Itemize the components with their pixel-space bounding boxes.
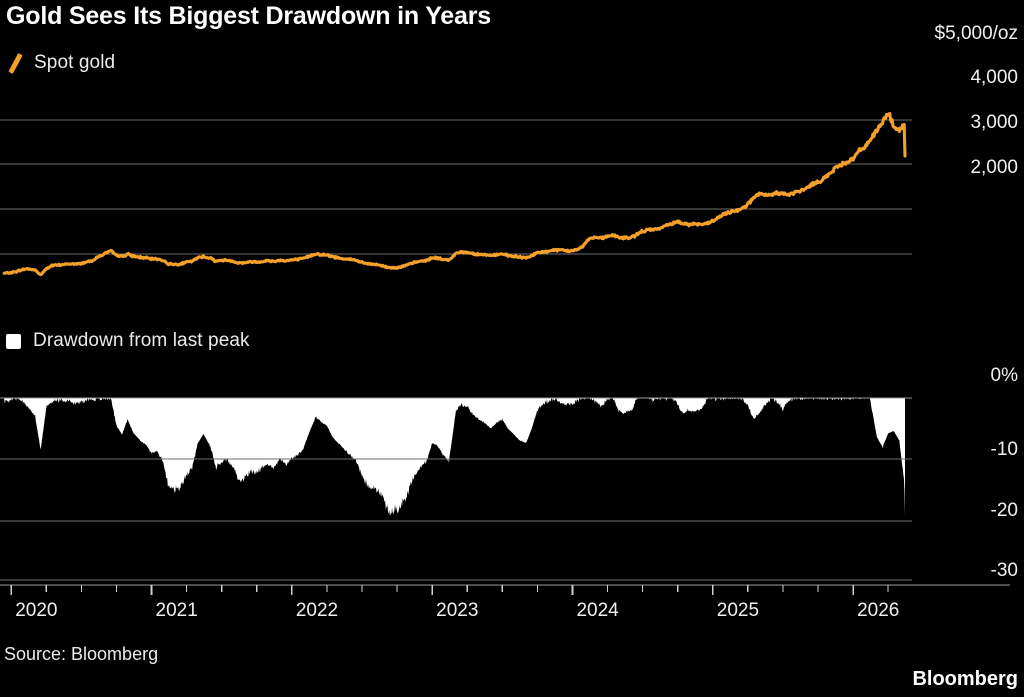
legend-label-spot-gold: Spot gold: [34, 52, 116, 73]
x-axis: 2020 2021 2022 2023 2024 2025 2026: [0, 584, 1024, 621]
y-axis-label-price-3: 2,000: [970, 157, 1018, 178]
y-axis-label-dd-1: -10: [990, 439, 1018, 460]
x-axis-label-2026: 2026: [857, 600, 900, 621]
drawdown-plot: [0, 397, 912, 581]
y-axis-label-price-0: $5,000/oz: [934, 23, 1018, 44]
y-axis-label-price-1: 4,000: [970, 67, 1018, 88]
y-axis-label-price-2: 3,000: [970, 112, 1018, 133]
drawdown-chart-panel: [0, 365, 1024, 590]
y-axis-label-dd-2: -20: [990, 500, 1018, 521]
legend-drawdown: Drawdown from last peak: [6, 330, 250, 352]
y-axis-label-dd-3: -30: [990, 560, 1018, 581]
bloomberg-logo: Bloomberg: [912, 668, 1018, 690]
x-axis-label-2022: 2022: [295, 600, 339, 621]
legend-label-drawdown: Drawdown from last peak: [33, 330, 250, 351]
square-marker-icon: [6, 333, 21, 349]
x-axis-label-2020: 2020: [15, 600, 58, 621]
y-axis-label-dd-0: 0%: [990, 365, 1018, 386]
x-axis-ticks: [0, 584, 1010, 595]
slash-marker-icon: [6, 54, 24, 72]
source-note: Source: Bloomberg: [4, 644, 159, 664]
x-axis-label-2023: 2023: [436, 600, 479, 621]
x-axis-label-2021: 2021: [155, 600, 198, 621]
page-title: Gold Sees Its Biggest Drawdown in Years: [6, 2, 491, 30]
price-chart-panel: [0, 85, 1024, 290]
spot-gold-plot: [0, 112, 912, 277]
legend-spot-gold: Spot gold: [6, 52, 115, 74]
x-axis-label-2024: 2024: [576, 600, 619, 621]
x-axis-label-2025: 2025: [716, 600, 760, 621]
